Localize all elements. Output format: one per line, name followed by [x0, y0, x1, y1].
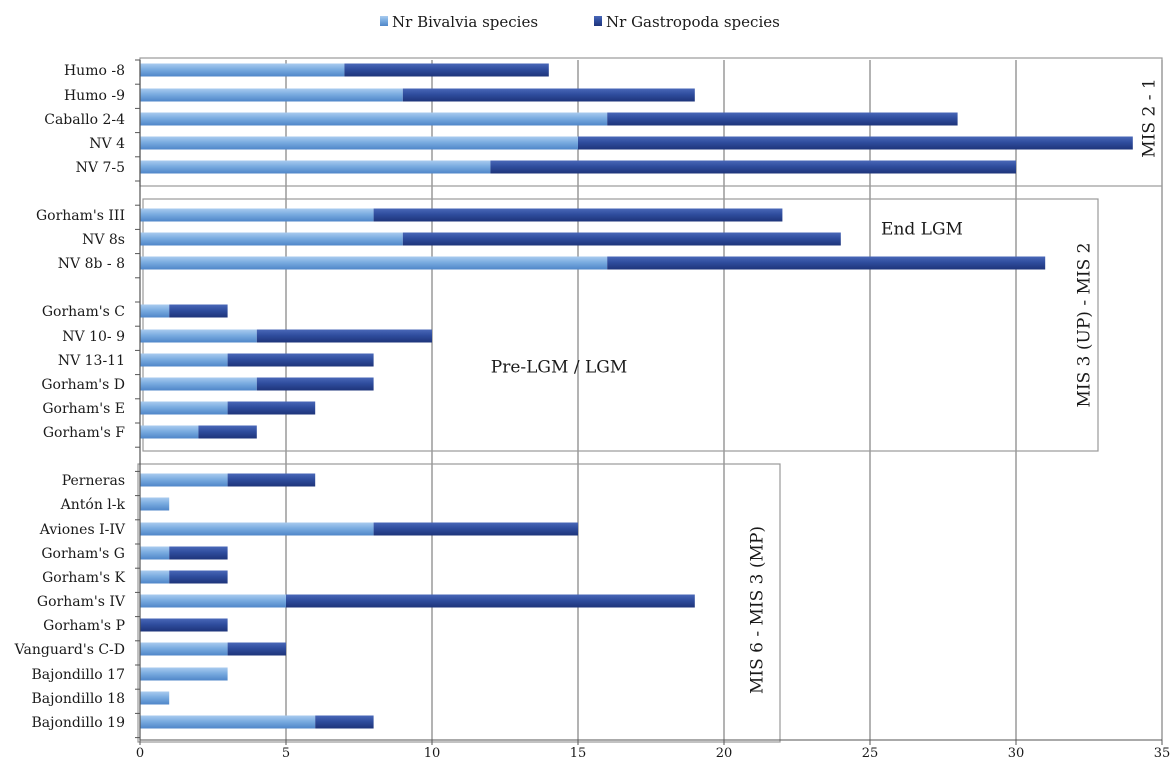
annotation-label: End LGM	[881, 220, 963, 240]
category-label: Gorham's F	[43, 425, 125, 441]
legend: Nr Bivalvia species Nr Gastropoda species	[380, 13, 780, 31]
bar-bivalvia	[140, 667, 228, 681]
bar-gastropoda	[607, 112, 958, 126]
x-tick-label: 25	[862, 746, 879, 761]
bar-bivalvia	[140, 377, 257, 391]
bar-gastropoda	[373, 522, 578, 536]
group-box-mis-3-up-mis-2	[142, 198, 1099, 452]
category-label: Bajondillo 18	[31, 691, 125, 707]
x-tick-label: 0	[136, 746, 144, 761]
annotation-label: Pre-LGM / LGM	[491, 358, 627, 378]
category-label: NV 10- 9	[62, 329, 125, 345]
group-box-mis-6-mis-3-mp	[137, 463, 781, 743]
bar-gastropoda	[402, 88, 695, 102]
bar-bivalvia	[140, 473, 228, 487]
bar-gastropoda	[227, 642, 286, 656]
category-label: Gorham's P	[43, 618, 125, 634]
category-label: NV 8s	[82, 232, 125, 248]
bar-bivalvia	[140, 642, 228, 656]
x-tick-label: 5	[282, 746, 290, 761]
category-label: Humo -9	[64, 88, 125, 104]
x-tick-label: 15	[570, 746, 587, 761]
legend-label: Nr Bivalvia species	[392, 13, 538, 31]
bar-bivalvia	[140, 425, 199, 439]
bar-gastropoda	[490, 160, 1016, 174]
category-label: Humo -8	[64, 63, 125, 79]
category-label: Bajondillo 19	[31, 715, 125, 731]
annotation-label: MIS 3 (UP) - MIS 2	[1075, 243, 1095, 408]
bar-gastropoda	[198, 425, 257, 439]
bar-bivalvia	[140, 691, 170, 705]
category-label: Gorham's G	[41, 546, 125, 562]
bar-gastropoda	[607, 256, 1046, 270]
bar-bivalvia	[140, 570, 170, 584]
category-label: Vanguard's C-D	[14, 642, 125, 658]
bar-gastropoda	[227, 401, 316, 415]
bar-bivalvia	[140, 136, 578, 150]
bar-gastropoda	[344, 63, 549, 77]
bar-gastropoda	[169, 546, 228, 560]
category-label: Perneras	[62, 473, 125, 489]
annotation-label: MIS 2 - 1	[1140, 78, 1160, 157]
bar-gastropoda	[373, 208, 783, 222]
x-tick-label: 20	[716, 746, 733, 761]
category-label: Aviones I-IV	[39, 522, 126, 538]
labels-layer: 0 5 10 15 20 25 30 35 Humo -8 Humo -9 Caballo 2-4 N…	[14, 63, 1171, 761]
bar-gastropoda	[286, 594, 695, 608]
bar-bivalvia	[140, 112, 608, 126]
category-label: NV 13-11	[58, 353, 125, 369]
bar-gastropoda	[227, 473, 316, 487]
bar-bivalvia	[140, 88, 403, 102]
category-label: NV 4	[89, 136, 125, 152]
x-tick-label: 35	[1154, 746, 1171, 761]
bar-gastropoda	[169, 304, 228, 318]
category-label: Gorham's E	[42, 401, 125, 417]
category-label: Caballo 2-4	[44, 112, 125, 128]
axis-layer	[135, 59, 1163, 745]
bar-gastropoda	[578, 136, 1133, 150]
x-tick-label: 10	[424, 746, 441, 761]
x-tick-label: 30	[1008, 746, 1025, 761]
bar-bivalvia	[140, 353, 228, 367]
category-label: Gorham's III	[36, 208, 125, 224]
bar-bivalvia	[140, 546, 170, 560]
annotation-label: MIS 6 - MIS 3 (MP)	[748, 526, 768, 694]
bars-layer	[140, 63, 1133, 729]
bar-bivalvia	[140, 329, 257, 343]
group-boxes	[137, 57, 1163, 743]
category-label: Gorham's D	[41, 377, 125, 393]
category-label: Gorham's IV	[37, 594, 126, 610]
category-label: Gorham's C	[42, 304, 125, 320]
bar-bivalvia	[140, 63, 345, 77]
bar-bivalvia	[140, 304, 170, 318]
category-label: NV 7-5	[76, 160, 125, 176]
bar-bivalvia	[140, 594, 286, 608]
bar-gastropoda	[256, 377, 374, 391]
bar-bivalvia	[140, 401, 228, 415]
legend-swatch	[594, 16, 602, 26]
category-label: NV 8b - 8	[58, 256, 125, 272]
bar-bivalvia	[140, 715, 316, 729]
bar-bivalvia	[140, 256, 608, 270]
bar-gastropoda	[256, 329, 432, 343]
bar-bivalvia	[140, 160, 491, 174]
category-label: Antón l-k	[60, 497, 126, 513]
category-label: Gorham's K	[42, 570, 125, 586]
legend-swatch	[380, 16, 388, 26]
bar-gastropoda	[140, 618, 228, 632]
bar-bivalvia	[140, 522, 374, 536]
bar-gastropoda	[227, 353, 374, 367]
bar-bivalvia	[140, 497, 170, 511]
bar-gastropoda	[315, 715, 374, 729]
legend-label: Nr Gastropoda species	[606, 13, 780, 31]
category-label: Bajondillo 17	[31, 667, 125, 683]
bar-gastropoda	[402, 232, 841, 246]
bar-bivalvia	[140, 232, 403, 246]
bar-bivalvia	[140, 208, 374, 222]
bar-gastropoda	[169, 570, 228, 584]
